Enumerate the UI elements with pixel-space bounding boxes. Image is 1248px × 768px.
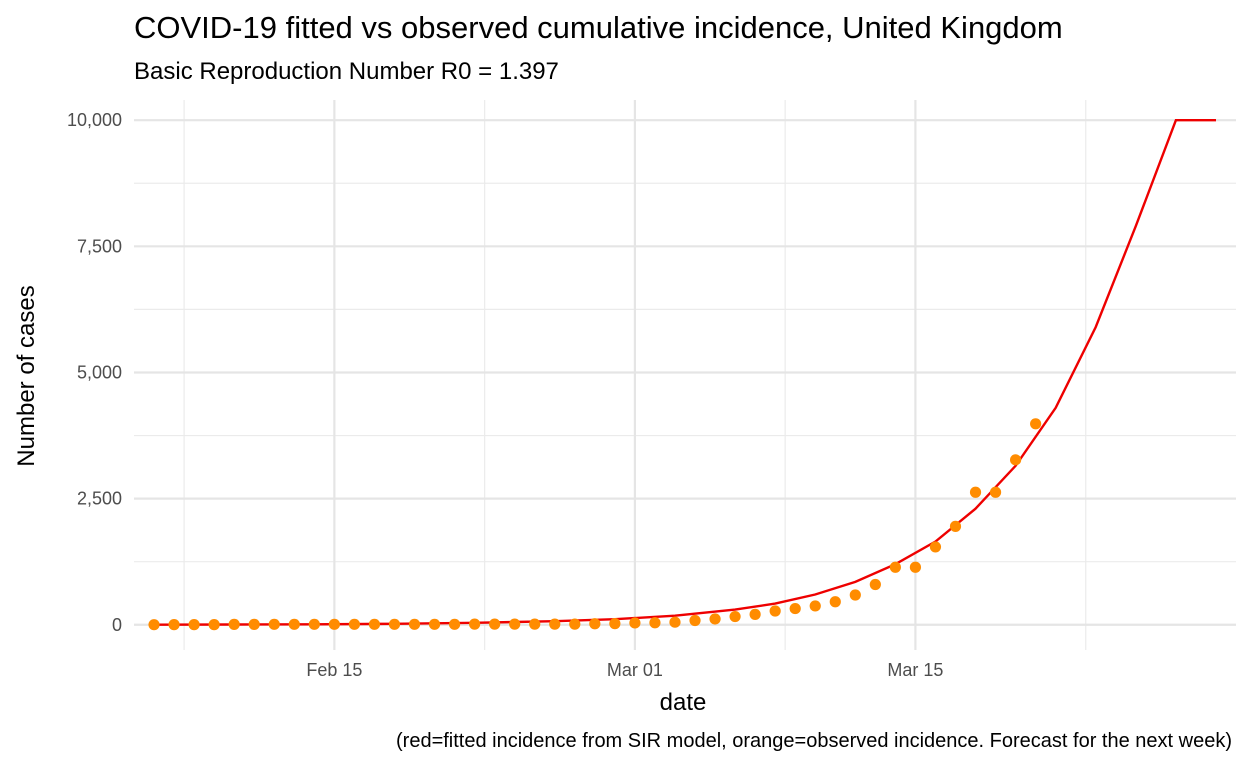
observed-point (789, 602, 801, 615)
observed-point (669, 616, 681, 628)
observed-point (368, 618, 381, 630)
observed-point (849, 589, 861, 601)
observed-point (589, 618, 601, 630)
observed-point (609, 618, 621, 630)
observed-point (749, 608, 761, 620)
observed-point (649, 617, 661, 629)
observed-point (869, 578, 881, 591)
observed-point (529, 618, 541, 630)
y-tick-label: 5,000 (77, 362, 122, 382)
observed-point (1030, 418, 1042, 430)
grid-lines (134, 100, 1236, 650)
x-tick-label: Mar 15 (887, 660, 943, 680)
y-axis-title: Number of cases (13, 285, 40, 466)
observed-point (448, 618, 461, 630)
observed-point (909, 561, 922, 573)
observed-point (308, 618, 320, 630)
observed-point (428, 618, 441, 630)
observed-point (288, 618, 300, 630)
observed-point (168, 619, 180, 631)
observed-point (248, 618, 260, 630)
observed-point (929, 541, 942, 553)
observed-point (949, 520, 962, 532)
fitted-line (153, 118, 1216, 626)
observed-point (188, 619, 200, 631)
x-axis-ticks: Feb 15 Mar 01 Mar 15 (306, 660, 943, 680)
observed-point (328, 618, 340, 630)
observed-point (809, 600, 821, 612)
observed-point (1010, 454, 1022, 466)
chart-caption: (red=fitted incidence from SIR model, or… (396, 730, 1232, 752)
observed-point (268, 618, 280, 630)
y-axis-ticks: 0 2,500 5,000 7,500 10,000 (67, 110, 122, 635)
observed-point (348, 618, 360, 630)
observed-series (148, 418, 1042, 631)
observed-point (228, 618, 240, 630)
observed-point (509, 618, 521, 630)
observed-point (629, 617, 641, 629)
chart-subtitle: Basic Reproduction Number R0 = 1.397 (134, 58, 559, 85)
observed-point (549, 618, 561, 630)
observed-point (489, 618, 501, 630)
observed-point (569, 618, 581, 630)
y-tick-label: 2,500 (77, 489, 122, 509)
observed-point (469, 618, 481, 630)
observed-point (408, 618, 421, 630)
x-tick-label: Feb 15 (306, 660, 362, 680)
observed-point (769, 605, 781, 617)
observed-point (889, 561, 901, 573)
y-tick-label: 7,500 (77, 236, 122, 256)
x-axis-title: date (660, 689, 707, 716)
fitted-series (153, 118, 1216, 626)
observed-point (148, 619, 160, 631)
observed-point (729, 610, 741, 623)
x-tick-label: Mar 01 (607, 660, 663, 680)
chart-title: COVID-19 fitted vs observed cumulative i… (134, 10, 1063, 45)
observed-point (709, 613, 721, 625)
observed-point (208, 619, 220, 631)
observed-point (829, 596, 841, 608)
y-tick-label: 10,000 (67, 110, 122, 130)
observed-point (388, 618, 401, 630)
observed-point (689, 614, 701, 627)
observed-point (969, 486, 982, 498)
observed-point (989, 486, 1002, 498)
y-tick-label: 0 (112, 615, 122, 635)
